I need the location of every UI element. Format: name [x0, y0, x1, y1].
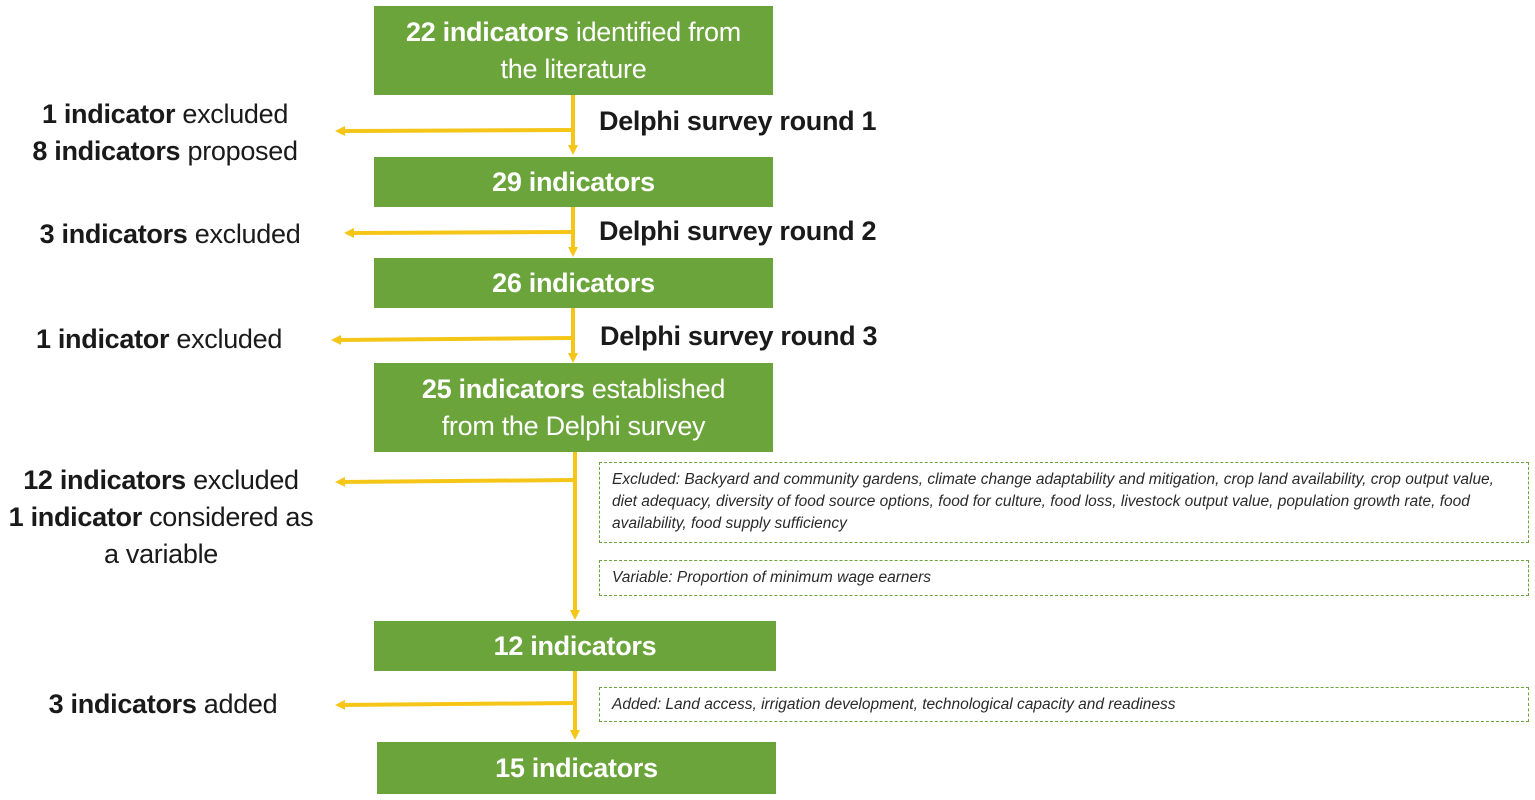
arrow-left-5 [335, 699, 576, 710]
side-note-1: 1 indicator excluded 8 indicators propos… [32, 99, 298, 166]
step-box-2: 29 indicators [374, 157, 773, 207]
round-label-1: Delphi survey round 1 [599, 106, 877, 136]
step-box-5: 12 indicators [374, 621, 776, 671]
side-note-4: 12 indicators excluded 1 indicator consi… [8, 465, 314, 569]
arrow-left-2 [344, 227, 574, 238]
step-box-6: 15 indicators [377, 742, 776, 794]
round-label-2: Delphi survey round 2 [599, 216, 877, 246]
arrow-left-4 [335, 476, 576, 487]
variable-note: Variable: Proportion of minimum wage ear… [599, 560, 1529, 596]
arrow-left-3 [331, 334, 574, 345]
arrow-left-1 [335, 125, 574, 136]
side-note-5: 3 indicators added [48, 689, 278, 719]
step-box-3: 26 indicators [374, 258, 773, 308]
excluded-note: Excluded: Backyard and community gardens… [599, 462, 1529, 543]
added-note: Added: Land access, irrigation developme… [599, 687, 1529, 722]
round-label-3: Delphi survey round 3 [600, 321, 878, 351]
side-note-3: 1 indicator excluded [35, 324, 283, 354]
step-box-1: 22 indicators identified from the litera… [374, 6, 773, 95]
side-note-2: 3 indicators excluded [39, 219, 301, 249]
step-box-4: 25 indicators established from the Delph… [374, 363, 773, 452]
